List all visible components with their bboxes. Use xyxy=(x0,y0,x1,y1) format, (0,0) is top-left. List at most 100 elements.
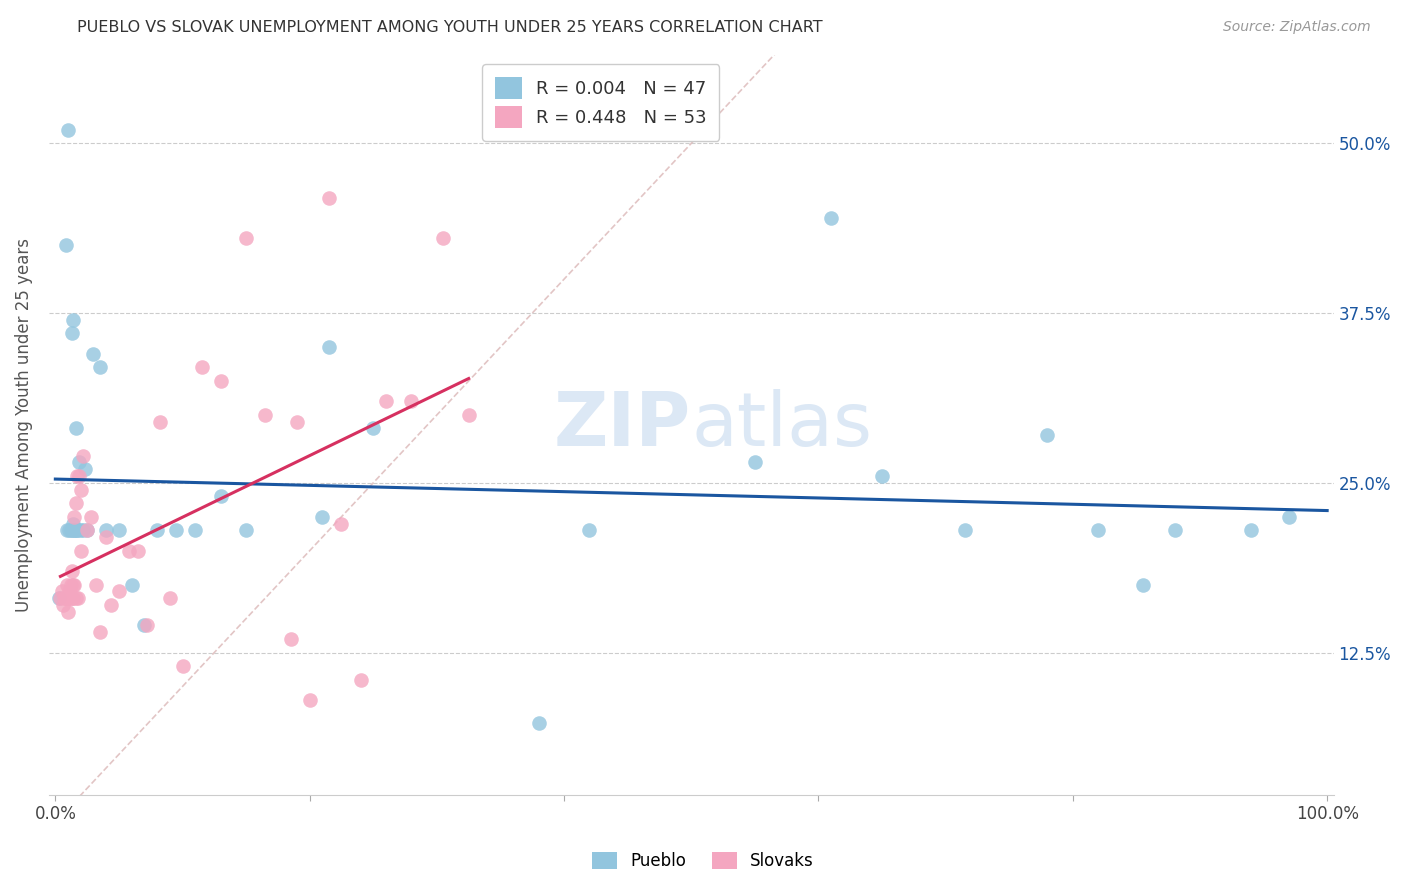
Point xyxy=(58,584,80,599)
Point xyxy=(59,524,82,538)
Point xyxy=(318,191,340,205)
Point xyxy=(375,394,398,409)
Point xyxy=(953,524,976,538)
Point xyxy=(401,394,423,409)
Point xyxy=(52,598,75,612)
Point xyxy=(89,360,111,375)
Point xyxy=(96,524,118,538)
Point xyxy=(744,455,766,469)
Point xyxy=(172,659,194,673)
Point xyxy=(63,509,86,524)
Point xyxy=(209,489,232,503)
Point xyxy=(820,211,842,225)
Point xyxy=(48,591,70,606)
Point xyxy=(311,509,333,524)
Point xyxy=(84,577,107,591)
Point xyxy=(1087,524,1109,538)
Point xyxy=(53,591,76,606)
Text: ZIP: ZIP xyxy=(554,389,692,461)
Point xyxy=(121,577,143,591)
Point xyxy=(1163,524,1185,538)
Point xyxy=(62,516,84,531)
Point xyxy=(235,524,257,538)
Point xyxy=(82,347,104,361)
Point xyxy=(184,524,207,538)
Point xyxy=(60,326,83,341)
Point xyxy=(55,577,77,591)
Point xyxy=(65,524,87,538)
Point xyxy=(60,524,83,538)
Point xyxy=(63,524,86,538)
Point xyxy=(330,516,353,531)
Y-axis label: Unemployment Among Youth under 25 years: Unemployment Among Youth under 25 years xyxy=(15,238,32,612)
Legend: Pueblo, Slovaks: Pueblo, Slovaks xyxy=(586,845,820,877)
Point xyxy=(59,591,82,606)
Point xyxy=(69,524,91,538)
Point xyxy=(108,584,131,599)
Point xyxy=(318,340,340,354)
Point xyxy=(67,591,90,606)
Point xyxy=(72,449,94,463)
Text: PUEBLO VS SLOVAK UNEMPLOYMENT AMONG YOUTH UNDER 25 YEARS CORRELATION CHART: PUEBLO VS SLOVAK UNEMPLOYMENT AMONG YOUT… xyxy=(77,20,823,35)
Point xyxy=(65,421,87,435)
Point xyxy=(432,231,454,245)
Point xyxy=(62,577,84,591)
Point xyxy=(55,238,77,252)
Point xyxy=(55,591,77,606)
Point xyxy=(254,408,277,422)
Point xyxy=(127,543,149,558)
Point xyxy=(72,524,94,538)
Point xyxy=(66,469,89,483)
Point xyxy=(55,591,77,606)
Point xyxy=(66,524,89,538)
Point xyxy=(60,591,83,606)
Point xyxy=(55,524,77,538)
Point xyxy=(135,618,157,632)
Point xyxy=(578,524,600,538)
Point xyxy=(51,584,73,599)
Point xyxy=(69,543,91,558)
Point xyxy=(56,591,79,606)
Point xyxy=(89,625,111,640)
Point xyxy=(58,524,80,538)
Text: Source: ZipAtlas.com: Source: ZipAtlas.com xyxy=(1223,20,1371,34)
Point xyxy=(108,524,131,538)
Point xyxy=(73,462,96,476)
Point xyxy=(209,374,232,388)
Point xyxy=(149,415,172,429)
Point xyxy=(76,524,98,538)
Point xyxy=(190,360,212,375)
Point xyxy=(76,524,98,538)
Point xyxy=(1132,577,1154,591)
Point xyxy=(60,564,83,578)
Point xyxy=(165,524,187,538)
Point xyxy=(62,313,84,327)
Point xyxy=(1278,509,1301,524)
Point xyxy=(870,469,893,483)
Point xyxy=(69,455,91,469)
Point xyxy=(118,543,141,558)
Point xyxy=(49,591,72,606)
Point xyxy=(298,693,321,707)
Point xyxy=(65,496,87,510)
Point xyxy=(63,524,86,538)
Point xyxy=(59,577,82,591)
Point xyxy=(527,716,550,731)
Point xyxy=(69,469,91,483)
Point xyxy=(457,408,479,422)
Point xyxy=(285,415,308,429)
Point xyxy=(62,591,84,606)
Point xyxy=(63,577,86,591)
Point xyxy=(349,673,371,687)
Point xyxy=(100,598,122,612)
Legend: R = 0.004   N = 47, R = 0.448   N = 53: R = 0.004 N = 47, R = 0.448 N = 53 xyxy=(482,64,720,141)
Point xyxy=(80,509,103,524)
Text: atlas: atlas xyxy=(692,389,872,461)
Point xyxy=(146,524,169,538)
Point xyxy=(1240,524,1263,538)
Point xyxy=(56,123,79,137)
Point xyxy=(159,591,181,606)
Point xyxy=(69,483,91,497)
Point xyxy=(96,530,118,544)
Point xyxy=(67,524,90,538)
